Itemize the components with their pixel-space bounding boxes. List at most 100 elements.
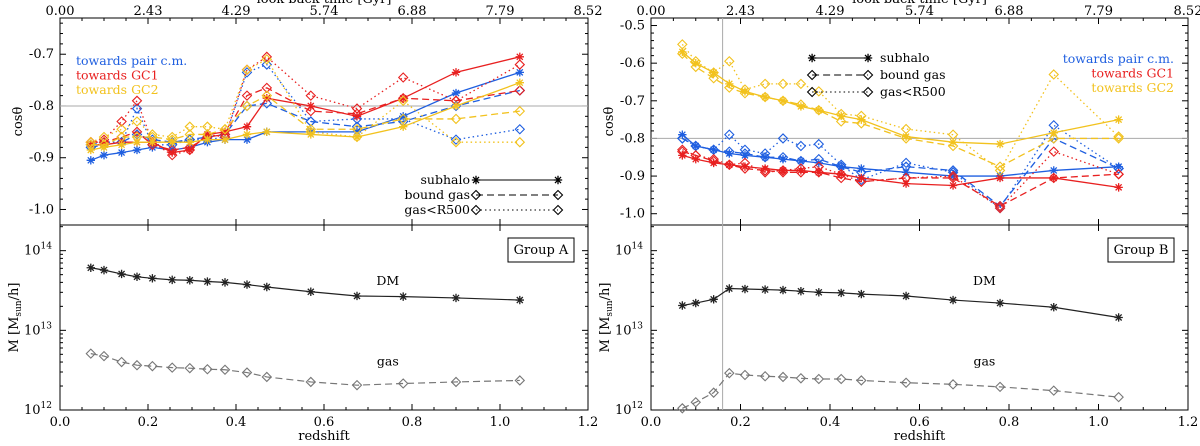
series-dm-mass — [86, 263, 524, 305]
data-point — [677, 144, 688, 156]
style-legend-marker — [863, 53, 873, 63]
data-point — [994, 202, 1006, 214]
direction-legend-entry: towards GC2 — [1091, 80, 1174, 95]
data-point — [450, 376, 462, 388]
tick-exponent: 13 — [41, 321, 53, 331]
data-point — [690, 397, 702, 408]
data-point — [1048, 119, 1060, 131]
data-point — [399, 122, 408, 131]
data-point — [515, 295, 524, 305]
data-point — [202, 121, 213, 132]
lower-plot-frame — [650, 224, 1189, 411]
data-point — [739, 163, 751, 174]
data-point — [677, 39, 688, 50]
data-point — [948, 295, 958, 305]
x-tick-label: 0.8 — [999, 415, 1020, 430]
data-point — [740, 284, 750, 294]
y-axis-label-lower: M [Msun/h] — [598, 283, 615, 353]
style-legend-entry: bound gas — [405, 187, 470, 202]
data-point — [677, 133, 688, 144]
data-point — [305, 123, 317, 135]
data-point — [724, 129, 735, 140]
data-point — [241, 64, 253, 76]
series-line — [90, 58, 520, 143]
tick-base: 10 — [24, 323, 41, 338]
data-point — [515, 52, 524, 62]
data-point — [1048, 133, 1060, 144]
data-point — [795, 140, 807, 152]
data-point — [795, 163, 807, 174]
data-point — [351, 108, 363, 120]
data-point — [1048, 69, 1060, 80]
y-tick-label: -0.5 — [620, 19, 645, 34]
data-point — [995, 173, 1005, 183]
data-point — [1113, 133, 1124, 144]
data-point — [185, 138, 194, 147]
direction-legend-entry: towards GC1 — [76, 68, 159, 83]
data-point — [352, 291, 362, 301]
data-point — [835, 373, 847, 385]
series-line — [90, 56, 520, 154]
data-point — [261, 51, 273, 63]
data-point — [1048, 385, 1060, 396]
data-point — [777, 167, 789, 178]
x-tick-label: 0.4 — [226, 415, 247, 430]
data-point — [131, 359, 143, 371]
data-point — [131, 116, 143, 127]
style-legend-marker — [552, 189, 564, 201]
group-label: Group B — [1114, 243, 1169, 258]
data-point — [901, 132, 911, 141]
data-point — [351, 103, 363, 114]
x-tick-label: 0.0 — [641, 415, 662, 430]
data-point — [450, 113, 462, 125]
data-point — [947, 167, 959, 178]
style-legend-marker — [806, 69, 818, 81]
style-legend-entry: subhalo — [421, 172, 471, 187]
data-point — [116, 116, 127, 127]
data-point — [994, 381, 1006, 393]
data-point — [994, 161, 1006, 172]
data-point — [795, 99, 807, 110]
series-line — [682, 154, 1119, 189]
data-point — [242, 280, 252, 289]
y-tick-label: 1014 — [24, 242, 52, 259]
group-label-box — [1107, 237, 1175, 263]
top-tick-label: 4.29 — [816, 4, 845, 19]
data-point — [724, 56, 735, 67]
data-point — [451, 68, 461, 77]
tick-base: 10 — [24, 403, 41, 418]
data-point — [99, 265, 109, 275]
data-point — [725, 284, 734, 293]
data-point — [1114, 115, 1123, 124]
data-point — [901, 291, 911, 301]
data-point — [836, 111, 846, 121]
data-point — [262, 282, 271, 292]
series-line — [90, 63, 520, 146]
y-tick-label: -0.8 — [620, 131, 645, 146]
data-point — [796, 286, 806, 296]
data-point — [677, 48, 688, 60]
data-point — [901, 168, 911, 177]
data-point — [184, 142, 196, 153]
data-point — [709, 295, 718, 304]
style-legend-entry: gas<R500 — [880, 84, 946, 99]
data-point — [1048, 172, 1060, 184]
data-point — [708, 387, 719, 398]
data-point — [1114, 183, 1123, 192]
x-tick-label: 0.4 — [820, 415, 841, 430]
data-point — [778, 285, 788, 295]
tick-exponent: 12 — [632, 401, 643, 411]
data-point — [85, 348, 97, 359]
data-point — [514, 123, 526, 135]
data-point — [724, 146, 735, 157]
data-point — [514, 85, 526, 96]
data-point — [759, 78, 771, 90]
x-tick-label: 0.6 — [909, 415, 930, 430]
series-line — [681, 53, 1119, 168]
style-legend-marker — [807, 53, 817, 63]
data-point — [168, 148, 177, 157]
top-axis-label: look-back time [Gyr] — [852, 0, 987, 7]
data-point — [1048, 146, 1060, 157]
data-point — [778, 166, 788, 175]
data-point — [451, 293, 461, 303]
